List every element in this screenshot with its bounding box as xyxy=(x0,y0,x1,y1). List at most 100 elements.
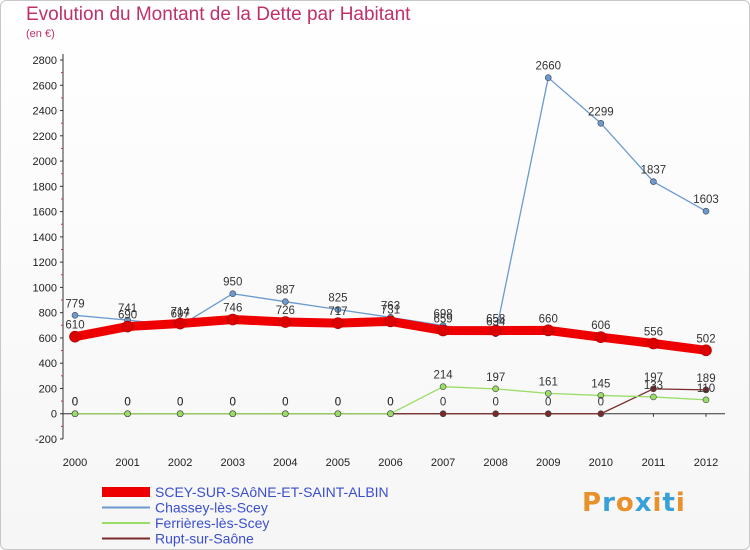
data-point-0 xyxy=(489,324,502,337)
data-label-1: 741 xyxy=(118,303,137,315)
data-point-1 xyxy=(544,74,552,81)
data-label-2: 0 xyxy=(335,397,341,409)
data-label-2: 110 xyxy=(697,383,715,395)
data-label-0: 690 xyxy=(118,310,137,322)
data-point-3 xyxy=(492,410,499,418)
data-point-0 xyxy=(384,315,397,328)
x-tick-label: 2003 xyxy=(221,457,245,469)
data-point-0 xyxy=(700,344,712,357)
data-label-0: 660 xyxy=(539,313,558,325)
y-tick-label: 2200 xyxy=(33,131,57,143)
y-tick-label: 2600 xyxy=(33,80,57,92)
data-label-2: 0 xyxy=(387,397,393,409)
x-tick-label: 2008 xyxy=(483,457,507,469)
data-point-2 xyxy=(597,392,605,399)
y-tick-label: 1800 xyxy=(33,181,57,193)
data-point-1 xyxy=(334,306,342,313)
x-tick-label: 2012 xyxy=(694,457,718,469)
data-point-2 xyxy=(124,410,131,418)
data-label-3: 0 xyxy=(230,397,236,409)
data-point-1 xyxy=(282,298,289,305)
data-point-2 xyxy=(229,410,237,418)
logo-letter: x xyxy=(634,488,653,518)
data-label-2: 133 xyxy=(644,380,663,392)
legend-label: SCEY-SUR-SAôNE-ET-SAINT-ALBIN xyxy=(155,484,389,500)
data-point-3 xyxy=(439,410,447,418)
x-tick-label: 2001 xyxy=(115,457,139,469)
y-tick-label: 1400 xyxy=(33,232,57,244)
data-label-3: 0 xyxy=(177,397,183,409)
logo-letter: P xyxy=(582,488,603,518)
x-tick-label: 2009 xyxy=(536,457,560,469)
data-point-2 xyxy=(387,410,394,418)
y-tick-label: 2400 xyxy=(33,106,57,118)
data-point-0 xyxy=(174,317,186,330)
logo-letter: i xyxy=(652,488,663,518)
data-point-1 xyxy=(71,312,79,319)
data-label-3: 0 xyxy=(387,397,393,409)
data-label-1: 825 xyxy=(328,293,347,305)
data-label-0: 717 xyxy=(328,306,347,318)
data-point-1 xyxy=(702,207,710,215)
logo-letter: i xyxy=(675,488,686,518)
data-label-0: 726 xyxy=(276,305,295,317)
data-point-0 xyxy=(121,320,134,333)
data-point-2 xyxy=(544,390,552,397)
y-tick-label: 200 xyxy=(39,383,57,395)
data-label-1: 887 xyxy=(276,285,295,297)
data-label-2: 0 xyxy=(282,397,288,409)
data-label-0: 714 xyxy=(171,307,191,319)
data-point-3 xyxy=(544,410,552,418)
data-label-3: 0 xyxy=(282,397,288,409)
data-point-2 xyxy=(71,410,79,418)
data-label-1: 2660 xyxy=(535,61,561,73)
data-point-3 xyxy=(597,410,605,418)
legend-label: Chassey-lès-Scey xyxy=(155,500,268,516)
data-label-2: 0 xyxy=(177,397,183,409)
x-tick-label: 2004 xyxy=(273,457,297,469)
chart-subtitle: (en €) xyxy=(26,28,55,40)
data-label-3: 0 xyxy=(335,397,341,409)
x-tick-label: 2006 xyxy=(378,457,402,469)
data-point-0 xyxy=(647,337,660,350)
data-point-0 xyxy=(69,330,81,343)
data-label-0: 746 xyxy=(223,302,242,314)
data-point-0 xyxy=(595,331,607,343)
data-point-0 xyxy=(332,317,344,329)
y-tick-label: 2000 xyxy=(33,156,57,168)
data-label-3: 0 xyxy=(124,397,130,409)
data-label-0: 556 xyxy=(644,326,663,338)
data-point-1 xyxy=(229,290,237,298)
y-tick-label: 400 xyxy=(39,358,57,370)
data-label-1: 1603 xyxy=(693,194,719,206)
data-point-0 xyxy=(437,324,449,337)
data-point-2 xyxy=(334,410,342,418)
data-label-1: 697 xyxy=(171,309,190,321)
y-tick-label: 600 xyxy=(39,333,57,345)
x-tick-label: 2007 xyxy=(431,457,455,469)
data-label-3: 0 xyxy=(492,397,498,409)
data-label-2: 0 xyxy=(124,397,130,409)
x-tick-label: 2005 xyxy=(326,457,350,469)
data-point-2 xyxy=(176,410,184,418)
y-tick-label: 1000 xyxy=(33,282,57,294)
chart-title: Evolution du Montant de la Dette par Hab… xyxy=(26,4,411,25)
data-label-1: 1837 xyxy=(641,165,667,177)
y-tick-label: -200 xyxy=(35,434,57,446)
logo-letter: r xyxy=(602,488,616,518)
data-label-2: 145 xyxy=(591,378,610,390)
data-point-3 xyxy=(702,386,710,394)
data-label-0: 658 xyxy=(486,314,505,326)
data-point-2 xyxy=(492,385,499,393)
data-label-0: 731 xyxy=(381,304,400,316)
x-tick-label: 2011 xyxy=(642,457,666,469)
data-label-2: 214 xyxy=(433,370,453,382)
data-label-2: 0 xyxy=(230,397,236,409)
y-tick-label: 1200 xyxy=(33,257,57,269)
data-label-3: 0 xyxy=(72,397,78,409)
data-point-1 xyxy=(650,178,657,185)
y-tick-label: 800 xyxy=(39,308,57,320)
data-label-1: 698 xyxy=(433,309,452,321)
data-label-2: 0 xyxy=(72,397,78,409)
